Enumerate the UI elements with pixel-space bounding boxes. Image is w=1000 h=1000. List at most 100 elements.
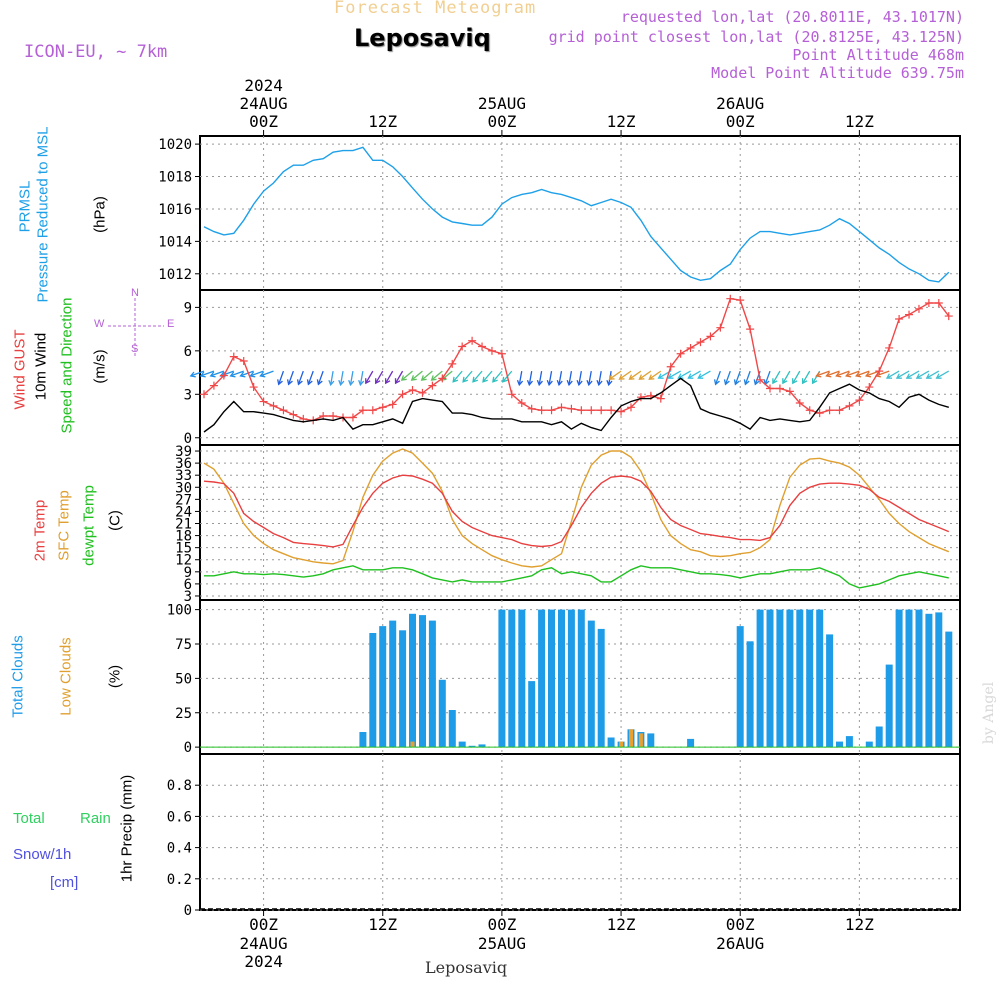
gust-marker [577, 406, 586, 415]
wind-vector [588, 371, 592, 386]
total-cloud-bar [359, 732, 367, 748]
gust-marker [219, 371, 228, 380]
gust-marker [746, 325, 755, 334]
wind-vector-head [358, 379, 365, 387]
total-cloud-bar [875, 726, 883, 748]
wind-vector-head [410, 375, 417, 381]
wind-vector-head [801, 378, 808, 385]
wind-vector [855, 370, 870, 377]
wind-vector-head [556, 379, 563, 387]
y-tick-label: 15 [175, 541, 192, 557]
total-cloud-bar [538, 609, 546, 748]
gust-marker [756, 375, 765, 384]
total-label: Total [13, 810, 45, 827]
gust-marker [547, 406, 556, 415]
top-date-tick: 24AUG [239, 94, 287, 113]
top-time-tick: 00Z [487, 112, 516, 131]
wind-vector [260, 370, 274, 377]
wind-vector-head [394, 378, 401, 385]
top-time-tick: 12Z [607, 112, 636, 131]
wind-vector-head [536, 379, 543, 387]
wind-vector-head [638, 374, 645, 380]
gust-marker [785, 387, 794, 396]
wind-vector-head [546, 379, 553, 387]
total-cloud-bar [845, 736, 853, 748]
wind-vector-head [815, 371, 822, 378]
wind-vector [845, 370, 860, 377]
wind-vector-head [277, 379, 283, 386]
gust-marker [428, 381, 437, 390]
gust-marker [636, 393, 645, 402]
wind-vector [385, 370, 394, 384]
grid-coords: grid point closest lon,lat (20.8125E, 43… [548, 28, 964, 46]
pressure-label-1: PRMSL [16, 180, 34, 233]
wind-vector [421, 370, 433, 381]
wind-vector-head [618, 374, 625, 380]
gust-marker [895, 314, 904, 323]
gust-marker [875, 367, 884, 376]
top-time-tick: 00Z [726, 112, 755, 131]
wind-vector [317, 370, 324, 385]
wind-vector [648, 370, 662, 380]
y-tick-label: 3 [184, 387, 192, 403]
wind-vector [431, 370, 443, 381]
wind-vector [598, 371, 602, 386]
wind-vector-head [420, 375, 427, 381]
wind-vector [826, 370, 840, 377]
dewpt-line [204, 565, 949, 589]
bottom-time-tick: 12Z [368, 915, 397, 934]
chart-title: Forecast Meteogram [334, 0, 537, 18]
total-cloud-bar [548, 609, 555, 748]
wind-vector-head [482, 376, 488, 383]
total-cloud-bar [498, 609, 506, 748]
wind-vector [678, 370, 691, 379]
wind-vector-head [753, 379, 760, 386]
compass-west: W [94, 318, 105, 330]
clouds-unit: (%) [106, 664, 124, 689]
total-cloud-bar [687, 738, 695, 748]
sfc-temp-label: SFC Temp [55, 490, 73, 561]
y-tick-label: 24 [175, 504, 192, 520]
bottom-time-tick: 12Z [845, 915, 874, 934]
wind-vector-head [596, 379, 603, 387]
y-tick-label: 75 [175, 637, 192, 653]
gust-marker [408, 385, 417, 394]
gust-marker [815, 409, 824, 418]
y-tick-label: 36 [175, 456, 192, 472]
wind-vector-head [845, 371, 852, 378]
gust-marker [766, 384, 775, 393]
low-clouds-label: Low Clouds [57, 637, 75, 716]
wind-vector [714, 370, 721, 385]
gust-marker [358, 406, 367, 415]
total-cloud-bar [756, 609, 764, 748]
gust-marker [438, 374, 447, 383]
wind-vector-head [628, 374, 635, 380]
y-tick-label: 27 [175, 492, 192, 508]
wind-vector-head [239, 371, 246, 378]
gust-marker [567, 404, 576, 413]
gust-label: Wind GUST [11, 329, 29, 410]
panel-frame-5 [199, 753, 961, 911]
bottom-time-tick: 12Z [607, 915, 636, 934]
gust-marker [885, 343, 894, 352]
wind-vector [688, 370, 701, 379]
gust-marker [507, 390, 516, 399]
gust-marker [487, 346, 496, 355]
wind-vector [462, 370, 473, 383]
total-cloud-bar [885, 664, 893, 748]
y-tick-label: 1016 [158, 202, 192, 218]
gust-marker [517, 398, 526, 407]
gust-marker [448, 359, 457, 368]
wind-vector [668, 370, 681, 379]
wind-vector-head [384, 378, 391, 385]
total-cloud-bar [478, 744, 486, 748]
wind-vector-head [895, 373, 902, 379]
total-cloud-bar [647, 733, 655, 748]
wind-vector-head [667, 373, 674, 379]
total-cloud-bar [905, 609, 913, 748]
compass-north: N [131, 287, 139, 299]
gust-marker [398, 390, 407, 399]
total-cloud-bar [836, 741, 843, 748]
y-tick-label: 0.6 [167, 809, 192, 825]
wind-vector [782, 370, 791, 384]
